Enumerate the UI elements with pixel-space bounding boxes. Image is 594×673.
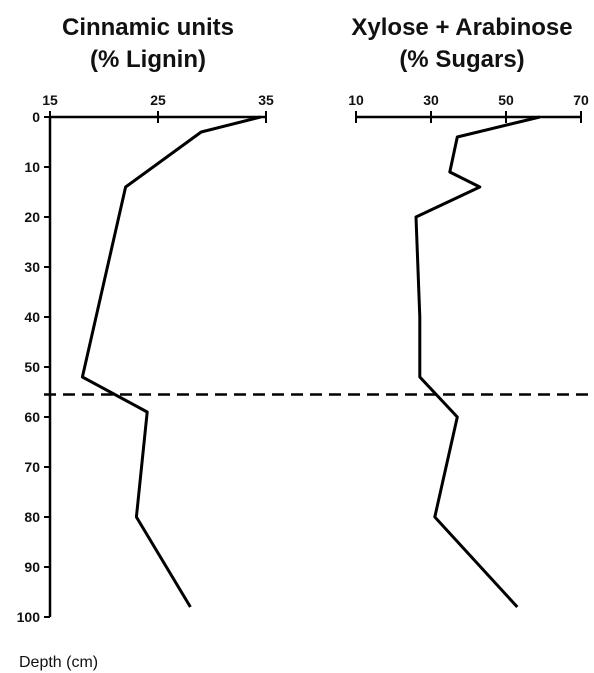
cinnamic-series-line (80, 115, 261, 608)
sugars-x-tick-label: 70 (573, 92, 589, 108)
cinnamic-x-tick-label: 25 (150, 92, 166, 108)
cinnamic-x-axis-ticks: 15 25 35 (42, 92, 274, 123)
cinnamic-x-tick-label: 35 (258, 92, 274, 108)
cinnamic-x-tick-label: 15 (42, 92, 58, 108)
depth-y-tick-label: 40 (24, 309, 40, 325)
sugars-panel: Xylose + Arabinose (% Sugars) 10 30 50 70 (348, 14, 589, 609)
sugars-x-tick-label: 50 (498, 92, 514, 108)
depth-y-tick-label: 60 (24, 409, 40, 425)
cinnamic-title-line-2: (% Lignin) (90, 46, 206, 73)
sugars-x-axis-ticks: 10 30 50 70 (348, 92, 589, 123)
sugars-series-line (414, 115, 541, 609)
depth-y-tick-label: 0 (32, 109, 40, 125)
depth-y-tick-label: 10 (24, 159, 40, 175)
depth-y-tick-label: 80 (24, 509, 40, 525)
depth-y-tick-label: 90 (24, 559, 40, 575)
depth-y-tick-label: 20 (24, 209, 40, 225)
sugars-title-line-2: (% Sugars) (399, 46, 524, 73)
sugars-x-tick-label: 10 (348, 92, 364, 108)
sugars-title-line-1: Xylose + Arabinose (351, 14, 572, 41)
sugars-x-tick-label: 30 (423, 92, 439, 108)
depth-y-axis-ticks: 0 10 20 30 40 50 60 70 80 90 100 (17, 109, 50, 625)
cinnamic-title-line-1: Cinnamic units (62, 14, 234, 41)
cinnamic-panel: Cinnamic units (% Lignin) 15 25 35 0 10 20 30… (17, 14, 274, 671)
depth-y-tick-label: 50 (24, 359, 40, 375)
depth-axis-label: Depth (cm) (19, 654, 98, 671)
depth-y-tick-label: 30 (24, 259, 40, 275)
depth-y-tick-label: 100 (17, 609, 41, 625)
depth-y-tick-label: 70 (24, 459, 40, 475)
